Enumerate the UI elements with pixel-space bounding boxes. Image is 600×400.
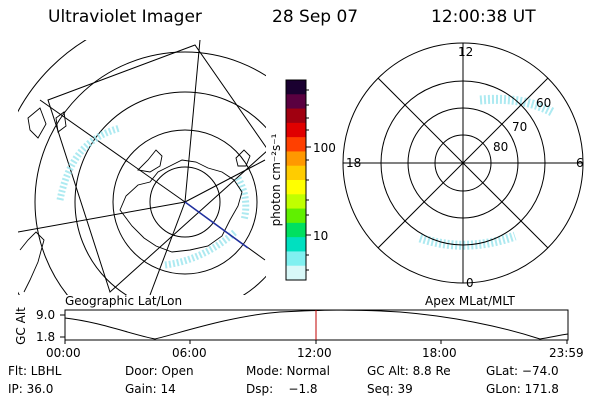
- mlat-label-70: 70: [512, 120, 528, 134]
- timeline-xtick-3: 18:00: [422, 346, 457, 360]
- auroral-emission-right: [418, 94, 555, 250]
- colorbar-band: [286, 208, 306, 224]
- colorbar-band: [286, 137, 306, 153]
- colorbar-band: [286, 94, 306, 110]
- mlt-label-left: 18: [346, 156, 362, 170]
- right-map-caption: Apex MLat/MLT: [425, 294, 515, 308]
- colorbar-band: [286, 222, 306, 238]
- instrument-title: Ultraviolet Imager: [48, 7, 202, 27]
- colorbar-tick-10: 10: [313, 229, 329, 243]
- colorbar-band: [286, 165, 306, 181]
- timeline-axis-label: GC Alt: [14, 307, 28, 345]
- mlt-label-right: 6: [576, 156, 584, 170]
- timeline-xtick-0: 00:00: [46, 346, 81, 360]
- status-dsp: Dsp: −1.8: [246, 382, 318, 396]
- colorbar-band: [286, 194, 306, 210]
- status-glon: GLon: 171.8: [486, 382, 559, 396]
- timeline-xtick-4: 23:59: [549, 346, 584, 360]
- timeline-ytick-top: 9.0: [36, 308, 56, 322]
- mlat-label-80: 80: [493, 140, 509, 154]
- timeline-ytick-bottom: 1.8: [36, 330, 56, 344]
- status-door: Door: Open: [125, 364, 194, 378]
- colorbar-band: [286, 108, 306, 124]
- status-gain: Gain: 14: [125, 382, 176, 396]
- coastlines: [19, 107, 251, 293]
- mlat-label-60: 60: [536, 96, 552, 110]
- colorbar-tick-100: 100: [313, 141, 336, 155]
- geographic-map: [18, 40, 266, 295]
- colorbar-ticks: [306, 89, 311, 271]
- status-gc-alt: GC Alt: 8.8 Re: [367, 364, 451, 378]
- status-seq: Seq: 39: [367, 382, 413, 396]
- mlat-mlt-plot: [342, 42, 584, 284]
- colorbar-band: [286, 237, 306, 253]
- mlt-label-bottom: 0: [466, 276, 474, 290]
- status-ip: IP: 36.0: [8, 382, 54, 396]
- mlt-label-top: 12: [458, 45, 474, 59]
- timeline-xtick-1: 06:00: [172, 346, 207, 360]
- colorbar-band: [286, 265, 306, 281]
- status-mode: Mode: Normal: [246, 364, 330, 378]
- colorbar-band: [286, 251, 306, 267]
- status-filter: Flt: LBHL: [8, 364, 62, 378]
- left-map-caption: Geographic Lat/Lon: [65, 294, 183, 308]
- colorbar-band: [286, 180, 306, 195]
- colorbar-band: [286, 80, 306, 95]
- time-label: 12:00:38 UT: [431, 7, 536, 27]
- colorbar-band: [286, 151, 306, 167]
- colorbar-unit-label: photon cm⁻²s⁻¹: [269, 133, 283, 227]
- auroral-emission-left: [56, 124, 250, 269]
- colorbar-band: [286, 122, 306, 138]
- colorbar: [286, 80, 306, 281]
- gc-alt-curve: [64, 309, 569, 340]
- timeline-plot: [60, 309, 569, 344]
- timeline-xtick-2: 12:00: [297, 346, 332, 360]
- status-glat: GLat: −74.0: [486, 364, 559, 378]
- date-label: 28 Sep 07: [272, 7, 359, 27]
